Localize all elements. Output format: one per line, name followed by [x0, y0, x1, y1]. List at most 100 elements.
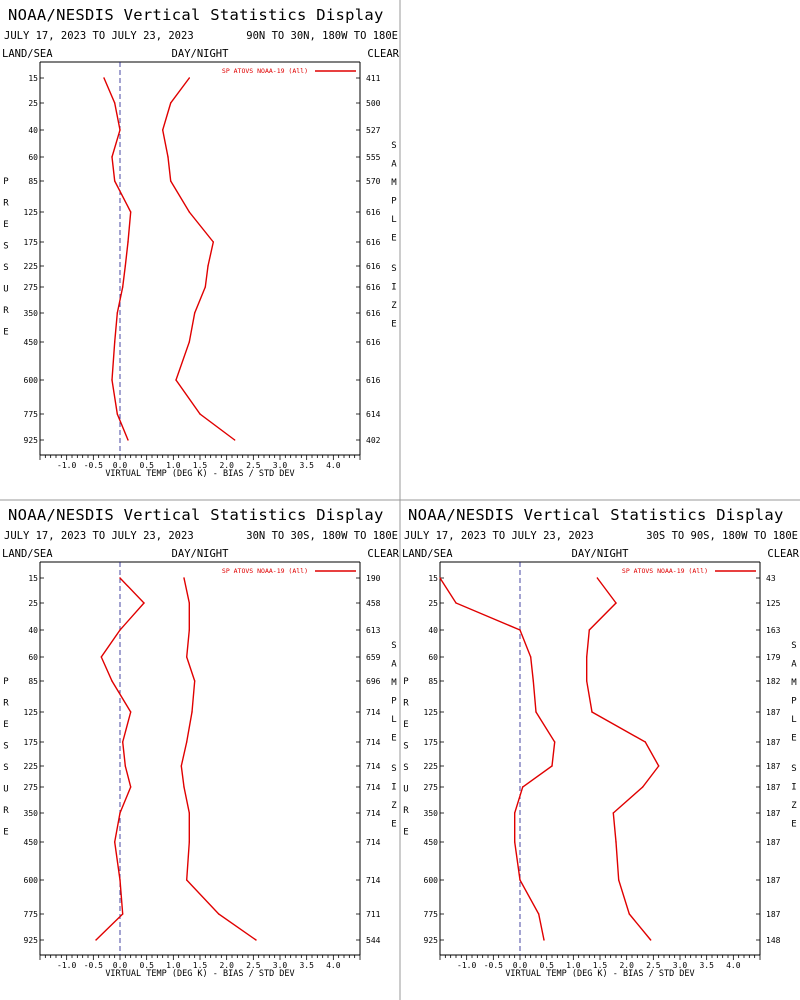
sample-size-axis-letter: I: [391, 783, 396, 793]
series-std-dev-point: [641, 786, 644, 788]
pressure-tick-label: 600: [24, 876, 39, 885]
sample-size-label: 714: [366, 783, 381, 792]
series-std-dev-point: [183, 786, 185, 788]
sample-size-axis-letter: P: [791, 697, 797, 707]
series-std-dev-point: [188, 341, 191, 343]
series-bias-point: [116, 413, 119, 415]
legend-label: SP ATOVS NOAA-19 (All): [222, 567, 308, 575]
series-std-dev-point: [233, 439, 236, 441]
y-axis-label-letter: R: [403, 699, 409, 709]
sample-size-label: 613: [366, 626, 381, 635]
sample-size-axis-letter: I: [791, 783, 796, 793]
sample-size-axis-letter: M: [791, 678, 797, 688]
sample-size-label: 125: [766, 599, 781, 608]
sample-size-label: 163: [766, 626, 781, 635]
sample-size-label: 190: [366, 574, 381, 583]
pressure-tick-label: 925: [24, 936, 39, 945]
sample-size-label: 411: [366, 74, 381, 83]
series-bias-point: [127, 439, 129, 441]
y-axis-label-letter: R: [403, 806, 409, 816]
x-tick-label: 2.0: [619, 961, 634, 970]
sample-size-label: 616: [366, 338, 381, 347]
pressure-tick-label: 85: [428, 677, 438, 686]
pressure-tick-label: 600: [424, 876, 439, 885]
x-tick-label: 0.0: [113, 461, 128, 470]
y-axis-label-letter: S: [403, 742, 408, 752]
pressure-tick-label: 85: [28, 677, 38, 686]
series-std-dev-point: [615, 841, 617, 843]
pressure-tick-label: 60: [28, 153, 38, 162]
series-bias-point: [532, 680, 535, 682]
x-tick-label: 1.5: [593, 961, 608, 970]
x-tick-label: -1.0: [457, 961, 476, 970]
x-tick-label: 3.0: [273, 461, 288, 470]
series-bias-point: [143, 602, 145, 604]
series-bias-point: [439, 577, 441, 579]
sample-size-axis-letter: L: [391, 215, 396, 225]
pressure-tick-label: 275: [24, 783, 39, 792]
sample-size-label: 187: [766, 809, 781, 818]
sample-size-label: 714: [366, 762, 381, 771]
sample-size-label: 711: [366, 910, 381, 919]
sample-size-label: 527: [366, 126, 381, 135]
pressure-tick-label: 350: [424, 809, 439, 818]
panel-3: NOAA/NESDIS Vertical Statistics Display J…: [402, 506, 800, 979]
pressure-tick-label: 925: [424, 936, 439, 945]
x-tick-label: 3.0: [273, 961, 288, 970]
x-tick-label: -0.5: [84, 461, 103, 470]
pressure-tick-label: 350: [24, 809, 39, 818]
sample-size-axis-letter: Z: [391, 801, 397, 811]
series-bias-point: [111, 680, 113, 682]
x-tick-label: 3.5: [699, 961, 714, 970]
series-std-dev-line: [180, 577, 257, 941]
sample-size-axis-letter: P: [391, 197, 397, 207]
sample-size-label: 714: [366, 708, 381, 717]
sample-size-label: 614: [366, 410, 381, 419]
pressure-tick-label: 85: [28, 177, 38, 186]
pressure-tick-label: 925: [24, 436, 39, 445]
series-bias-point: [519, 629, 521, 631]
series-std-dev-point: [628, 913, 631, 915]
x-tick-label: 3.0: [673, 961, 688, 970]
y-axis-label-letter: P: [403, 677, 409, 687]
pressure-tick-label: 775: [424, 910, 439, 919]
pressure-tick-label: 125: [24, 708, 39, 717]
x-tick-label: -0.5: [84, 961, 103, 970]
sample-size-axis-letter: E: [391, 734, 396, 744]
sample-size-axis-letter: I: [391, 283, 396, 293]
x-tick-label: 4.0: [326, 461, 341, 470]
land-sea-label: LAND/SEA: [2, 48, 53, 60]
pressure-tick-label: 450: [424, 838, 439, 847]
series-std-dev-point: [585, 656, 588, 658]
sample-size-label: 187: [766, 910, 781, 919]
x-tick-label: 2.0: [219, 961, 234, 970]
pressure-tick-label: 125: [24, 208, 39, 217]
pressure-tick-label: 275: [24, 283, 39, 292]
series-std-dev-point: [188, 211, 191, 213]
series-bias-point: [121, 741, 124, 743]
series-bias-point: [113, 102, 116, 104]
sample-size-label: 616: [366, 309, 381, 318]
legend-label: SP ATOVS NOAA-19 (All): [622, 567, 708, 575]
x-tick-label: -1.0: [57, 461, 76, 470]
land-sea-label: LAND/SEA: [2, 548, 53, 560]
sample-size-label: 714: [366, 738, 381, 747]
sample-size-axis-letter: E: [391, 320, 396, 330]
y-axis-label-letter: U: [3, 285, 8, 295]
x-tick-label: 0.0: [113, 961, 128, 970]
sample-size-label: 555: [366, 153, 381, 162]
series-std-dev-point: [585, 680, 588, 682]
series-bias-point: [513, 812, 516, 814]
display-title: NOAA/NESDIS Vertical Statistics Display: [8, 6, 384, 24]
panel-1: NOAA/NESDIS Vertical Statistics Display J…: [2, 6, 400, 479]
series-bias-point: [119, 577, 121, 579]
sample-size-axis-letter: Z: [391, 301, 397, 311]
date-range: JULY 17, 2023 TO JULY 23, 2023: [4, 30, 194, 42]
sample-size-label: 179: [766, 653, 781, 662]
series-std-dev-point: [588, 629, 591, 631]
y-axis-label-letter: E: [3, 220, 8, 230]
sample-size-label: 148: [766, 936, 781, 945]
series-bias-point: [113, 180, 116, 182]
pressure-tick-label: 60: [28, 653, 38, 662]
